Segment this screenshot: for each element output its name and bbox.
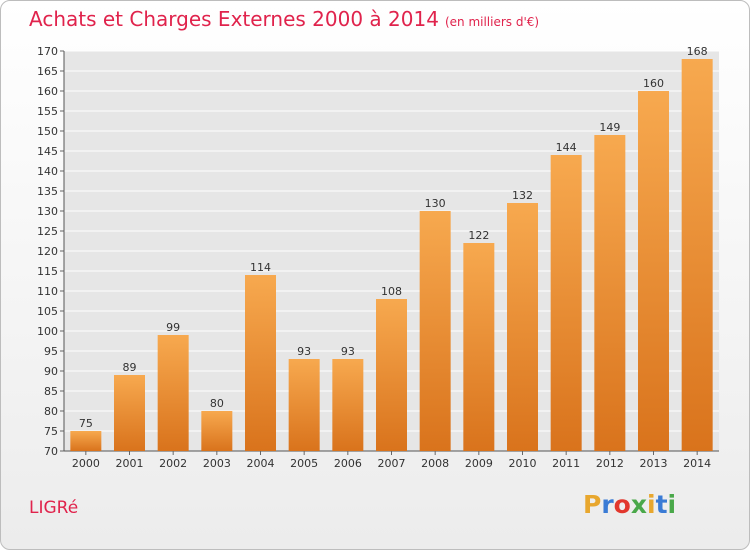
y-tick-label: 165 bbox=[37, 65, 58, 78]
bar bbox=[681, 59, 713, 451]
data-label: 149 bbox=[599, 121, 620, 134]
x-tick-label: 2005 bbox=[290, 457, 318, 470]
logo-letter: t bbox=[655, 490, 668, 519]
x-tick-label: 2014 bbox=[683, 457, 711, 470]
bar bbox=[463, 243, 495, 451]
y-tick-label: 95 bbox=[44, 345, 58, 358]
bar bbox=[594, 135, 626, 451]
y-tick-label: 135 bbox=[37, 185, 58, 198]
y-tick-label: 155 bbox=[37, 105, 58, 118]
y-tick-label: 100 bbox=[37, 325, 58, 338]
data-label: 93 bbox=[341, 345, 355, 358]
bar bbox=[419, 211, 451, 451]
bar bbox=[638, 91, 669, 451]
y-tick-label: 75 bbox=[44, 425, 58, 438]
proxiti-logo: Proxiti bbox=[583, 490, 676, 519]
data-label: 114 bbox=[250, 261, 271, 274]
y-tick-label: 140 bbox=[37, 165, 58, 178]
y-tick-label: 70 bbox=[44, 445, 58, 458]
bar bbox=[507, 203, 538, 451]
title-text: Achats et Charges Externes 2000 à 2014 bbox=[29, 7, 439, 31]
data-label: 130 bbox=[425, 197, 446, 210]
logo-letter: r bbox=[601, 490, 614, 519]
data-label: 80 bbox=[210, 397, 224, 410]
y-tick-label: 90 bbox=[44, 365, 58, 378]
x-tick-label: 2007 bbox=[378, 457, 406, 470]
logo-letter: i bbox=[647, 490, 656, 519]
bar bbox=[157, 335, 189, 451]
x-tick-label: 2008 bbox=[421, 457, 449, 470]
data-label: 122 bbox=[468, 229, 489, 242]
x-tick-label: 2004 bbox=[247, 457, 275, 470]
x-tick-label: 2010 bbox=[509, 457, 537, 470]
logo-letter: i bbox=[667, 490, 677, 519]
y-tick-label: 145 bbox=[37, 145, 58, 158]
x-tick-label: 2006 bbox=[334, 457, 362, 470]
data-label: 75 bbox=[79, 417, 93, 430]
data-label: 160 bbox=[643, 77, 664, 90]
data-label: 132 bbox=[512, 189, 533, 202]
y-tick-label: 125 bbox=[37, 225, 58, 238]
y-tick-label: 85 bbox=[44, 385, 58, 398]
x-tick-label: 2013 bbox=[640, 457, 668, 470]
x-tick-label: 2011 bbox=[552, 457, 580, 470]
data-label: 168 bbox=[687, 45, 708, 58]
y-tick-label: 110 bbox=[37, 285, 58, 298]
y-tick-label: 80 bbox=[44, 405, 58, 418]
bar bbox=[288, 359, 320, 451]
data-label: 99 bbox=[166, 321, 180, 334]
bar bbox=[114, 375, 145, 451]
y-tick-label: 170 bbox=[37, 45, 58, 58]
bar bbox=[201, 411, 233, 451]
bar bbox=[245, 275, 276, 451]
y-tick-label: 120 bbox=[37, 245, 58, 258]
y-tick-label: 130 bbox=[37, 205, 58, 218]
logo-letter: x bbox=[630, 490, 647, 519]
bar bbox=[332, 359, 364, 451]
bar bbox=[550, 155, 582, 451]
data-label: 93 bbox=[297, 345, 311, 358]
x-tick-label: 2001 bbox=[116, 457, 144, 470]
data-label: 144 bbox=[556, 141, 577, 154]
title-unit: (en milliers d'€) bbox=[444, 15, 540, 29]
y-tick-label: 160 bbox=[37, 85, 58, 98]
bar bbox=[70, 431, 102, 451]
commune-name: LIGRé bbox=[29, 498, 79, 518]
y-tick-label: 105 bbox=[37, 305, 58, 318]
logo-letter: o bbox=[613, 490, 631, 519]
x-tick-label: 2000 bbox=[72, 457, 100, 470]
data-label: 108 bbox=[381, 285, 402, 298]
x-tick-label: 2009 bbox=[465, 457, 493, 470]
bar bbox=[376, 299, 407, 451]
logo-letter: P bbox=[583, 490, 602, 519]
x-tick-label: 2012 bbox=[596, 457, 624, 470]
x-tick-label: 2003 bbox=[203, 457, 231, 470]
y-tick-label: 150 bbox=[37, 125, 58, 138]
y-tick-label: 115 bbox=[37, 265, 58, 278]
chart-title: Achats et Charges Externes 2000 à 2014 (e… bbox=[29, 7, 539, 31]
data-label: 89 bbox=[123, 361, 137, 374]
x-tick-label: 2002 bbox=[159, 457, 187, 470]
